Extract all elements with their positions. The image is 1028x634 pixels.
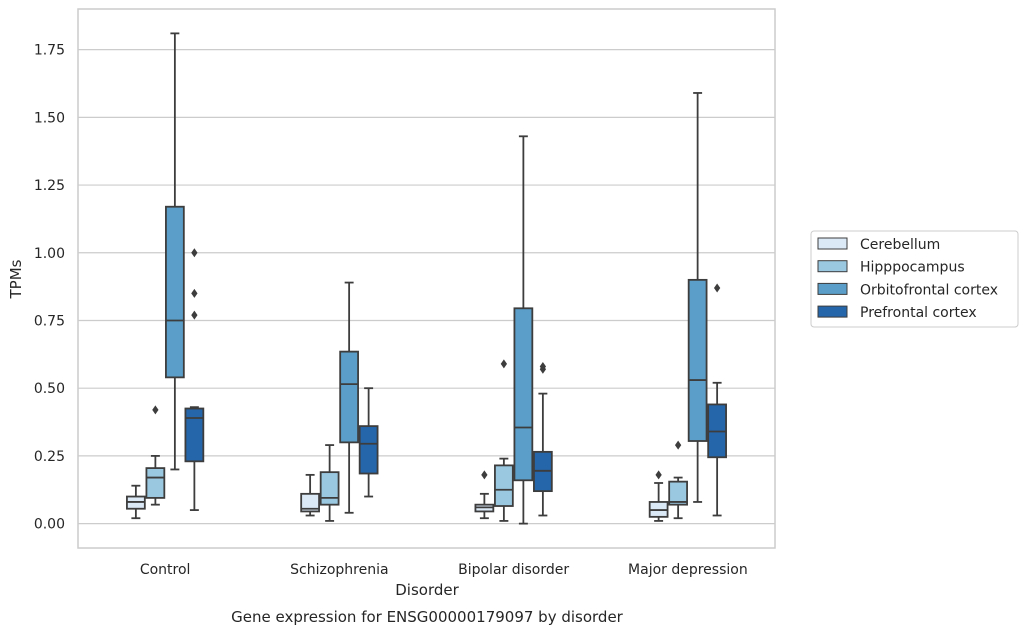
box-mark: [184, 248, 205, 511]
box-mark: [474, 470, 495, 520]
y-tick-label: 1.25: [34, 178, 65, 194]
y-tick-label: 0.75: [34, 313, 65, 329]
box-iqr: [358, 425, 379, 475]
box-mark: [358, 387, 379, 498]
x-axis-label: Disorder: [395, 581, 459, 599]
box-mark: [707, 283, 727, 517]
legend-label: Cerebellum: [860, 237, 940, 253]
outlier-point: [539, 362, 547, 372]
x-tick-label: Schizophrenia: [290, 562, 388, 578]
box-mark: [494, 359, 514, 522]
legend-label: Prefrontal cortex: [860, 305, 977, 321]
series-prefrontal-cortex: [184, 248, 727, 517]
legend: Cerebellum Hipppocampus Orbitofrontal cort…: [810, 230, 1019, 328]
series-cerebellum: [126, 470, 669, 522]
box-mark: [165, 32, 185, 471]
x-tick-label: Control: [140, 562, 191, 578]
outlier-point: [152, 405, 159, 415]
y-tick-label: 0.50: [34, 381, 65, 397]
plot-frame: [77, 8, 776, 549]
box-iqr: [184, 407, 205, 463]
box-mark: [533, 362, 553, 517]
box-series: [126, 32, 727, 525]
box-iqr: [319, 471, 340, 506]
legend-swatch: [817, 237, 848, 250]
box-mark: [339, 281, 359, 514]
box-mark: [648, 470, 669, 522]
box-iqr: [494, 464, 514, 507]
outlier-point: [191, 288, 198, 298]
box-mark: [687, 92, 708, 503]
legend-swatch: [817, 305, 848, 318]
outlier-point: [500, 359, 508, 369]
box-mark: [513, 135, 534, 525]
box-iqr: [145, 467, 166, 499]
box-mark: [668, 440, 688, 520]
y-tick-label: 1.75: [34, 43, 65, 59]
outlier-point: [191, 310, 198, 320]
box-iqr: [165, 205, 185, 379]
box-mark: [126, 484, 146, 520]
y-tick-label: 0.00: [34, 517, 65, 533]
box-iqr: [300, 492, 320, 513]
outlier-point: [191, 248, 198, 258]
box-mark: [319, 444, 340, 522]
box-iqr: [513, 307, 534, 482]
legend-swatch: [817, 282, 848, 295]
legend-items: Cerebellum Hipppocampus Orbitofrontal cort…: [817, 237, 998, 321]
series-hipppocampus: [145, 359, 688, 522]
legend-frame: [810, 230, 1019, 328]
outlier-point: [481, 470, 488, 480]
x-tick-labels: Control Schizophrenia Bipolar disorder Majo…: [140, 562, 748, 578]
x-tick-label: Major depression: [628, 562, 748, 578]
legend-label: Orbitofrontal cortex: [860, 282, 998, 298]
box-iqr: [668, 480, 688, 506]
x-tick-label: Bipolar disorder: [458, 562, 569, 578]
y-tick-labels: 0.00 0.25 0.50 0.75 1.00 1.25 1.50 1.75: [34, 43, 65, 533]
series-orbitofrontal-cortex: [165, 32, 708, 525]
y-axis-label: TPMs: [7, 259, 25, 299]
box-mark: [300, 473, 320, 517]
outlier-point: [713, 283, 721, 293]
box-iqr: [687, 278, 708, 442]
chart-caption: Gene expression for ENSG00000179097 by d…: [231, 608, 624, 626]
outlier-point: [674, 440, 682, 450]
box-mark: [145, 405, 166, 506]
outlier-point: [655, 470, 662, 480]
box-iqr: [339, 350, 359, 444]
y-tick-label: 0.25: [34, 449, 65, 465]
y-tick-label: 1.00: [34, 246, 65, 262]
y-tick-label: 1.50: [34, 110, 65, 126]
legend-swatch: [817, 260, 848, 273]
legend-label: Hipppocampus: [860, 260, 965, 276]
